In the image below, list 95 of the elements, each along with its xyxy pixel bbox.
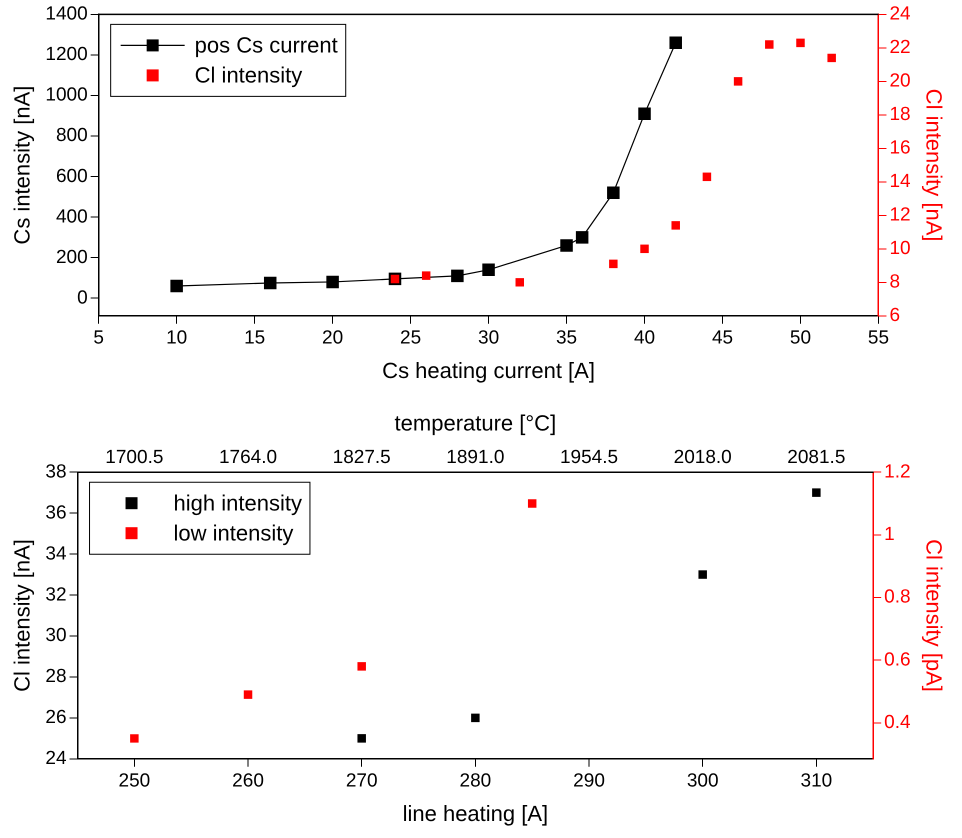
point — [576, 231, 588, 244]
y2-tick-label: 1.2 — [884, 461, 911, 482]
y2-tick-label: 14 — [889, 171, 912, 192]
x-tick-label: 15 — [244, 327, 266, 348]
point — [812, 488, 821, 497]
x2-tick-label: 1764.0 — [218, 447, 278, 468]
legend-label: high intensity — [174, 490, 302, 516]
y2-axis-title: Cl intensity [nA] — [922, 88, 947, 242]
y2-tick-label: 10 — [889, 238, 911, 260]
x-tick-label: 25 — [400, 327, 422, 348]
y2-tick-label: 0.6 — [884, 649, 911, 670]
y-tick-label: 36 — [45, 502, 67, 524]
x-tick-label: 250 — [118, 770, 150, 792]
x2-tick-label: 1954.5 — [560, 447, 618, 468]
y-tick-label: 28 — [45, 666, 67, 688]
x-tick-label: 40 — [634, 327, 656, 348]
y-tick-label: 34 — [45, 543, 67, 564]
x-tick-label: 5 — [93, 327, 104, 348]
point — [130, 734, 139, 743]
y2-tick-label: 18 — [889, 104, 911, 126]
y-tick-label: 400 — [56, 206, 88, 228]
y-tick-label: 30 — [45, 625, 67, 646]
y2-tick-label: 0.4 — [884, 712, 912, 734]
y2-tick-label: 1 — [884, 524, 895, 546]
legend-label: low intensity — [174, 520, 294, 546]
point — [451, 270, 464, 282]
x-tick-label: 280 — [460, 770, 492, 792]
y-tick-label: 26 — [45, 707, 67, 728]
legend-label: Cl intensity — [194, 62, 302, 88]
legend-label: pos Cs current — [194, 32, 338, 58]
y-tick-label: 32 — [45, 584, 67, 606]
point — [640, 244, 649, 254]
point — [560, 239, 573, 252]
x-tick-label: 300 — [686, 770, 719, 792]
x-tick-label: 30 — [478, 327, 500, 348]
point — [422, 271, 430, 280]
x-tick-label: 10 — [166, 327, 188, 348]
point — [638, 107, 651, 120]
y-tick-label: 1200 — [45, 44, 88, 66]
point — [671, 221, 680, 230]
point — [264, 276, 276, 290]
point — [244, 690, 252, 699]
point — [528, 499, 536, 508]
x2-tick-label: 1827.5 — [332, 447, 391, 468]
x-axis-title: line heating [A] — [402, 800, 548, 826]
y2-tick-label: 24 — [889, 4, 912, 25]
y2-tick-label: 12 — [889, 204, 911, 226]
point — [734, 77, 742, 86]
y-tick-label: 0 — [77, 287, 88, 308]
y-tick-label: 38 — [45, 461, 67, 482]
y-axis-title: Cl intensity [nA] — [9, 539, 34, 692]
x-tick-label: 45 — [712, 327, 734, 348]
y2-tick-label: 22 — [889, 37, 911, 58]
point — [765, 40, 774, 49]
y-tick-label: 1400 — [45, 4, 88, 25]
y-axis-title: Cs intensity [nA] — [9, 86, 34, 245]
y-tick-label: 1000 — [45, 84, 88, 106]
point — [669, 36, 682, 50]
y2-tick-label: 0.8 — [884, 586, 911, 608]
point — [607, 186, 620, 200]
x-tick-label: 270 — [346, 770, 378, 792]
y2-axis-title: Cl intensity [pA] — [922, 539, 947, 692]
x-tick-label: 35 — [556, 327, 578, 348]
x-tick-label: 55 — [868, 327, 890, 348]
x2-tick-label: 2081.5 — [787, 447, 846, 468]
point — [516, 278, 524, 287]
y2-tick-label: 20 — [889, 70, 911, 92]
y2-tick-label: 6 — [889, 305, 900, 326]
point — [796, 38, 805, 48]
x-tick-label: 50 — [790, 327, 812, 348]
x-tick-label: 20 — [322, 327, 344, 348]
point — [357, 734, 366, 743]
x-tick-label: 290 — [573, 770, 605, 792]
y-tick-label: 600 — [56, 166, 88, 187]
x2-tick-label: 1891.0 — [446, 447, 504, 468]
point — [702, 172, 712, 182]
point — [482, 264, 495, 276]
point — [827, 54, 836, 62]
y-tick-label: 200 — [56, 246, 88, 268]
point — [357, 662, 366, 671]
y2-tick-label: 16 — [889, 138, 911, 159]
x2-tick-label: 1700.5 — [105, 447, 164, 468]
x-tick-label: 260 — [232, 770, 264, 792]
x-tick-label: 310 — [800, 770, 832, 792]
y-tick-label: 24 — [45, 748, 67, 770]
point — [471, 714, 480, 722]
point — [326, 276, 339, 288]
point — [170, 280, 183, 292]
y-tick-label: 800 — [56, 125, 88, 146]
x2-axis-title: temperature [°C] — [394, 410, 556, 436]
x2-tick-label: 2018.0 — [674, 447, 732, 468]
x-axis-title: Cs heating current [A] — [382, 358, 595, 383]
point — [698, 570, 707, 579]
y2-tick-label: 8 — [889, 272, 900, 293]
point — [609, 260, 618, 268]
